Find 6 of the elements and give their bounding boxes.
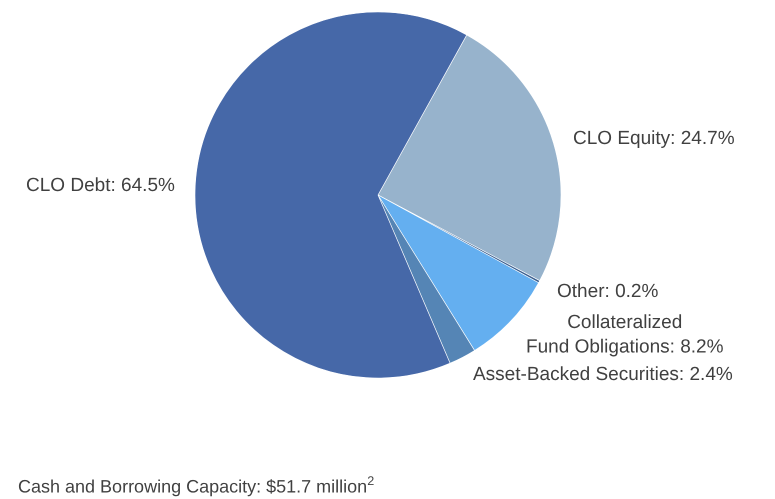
slice-label: CLO Debt: 64.5% — [26, 175, 176, 196]
slice-label: Collateralized Fund Obligations: 8.2% — [526, 312, 724, 358]
slice-label: Asset-Backed Securities: 2.4% — [473, 364, 733, 385]
slice-label: CLO Equity: 24.7% — [573, 128, 735, 149]
slice-label: Other: 0.2% — [557, 281, 658, 302]
text: Cash and Borrowing Capacity: $51.7 million$^{2}$ — [18, 474, 374, 497]
